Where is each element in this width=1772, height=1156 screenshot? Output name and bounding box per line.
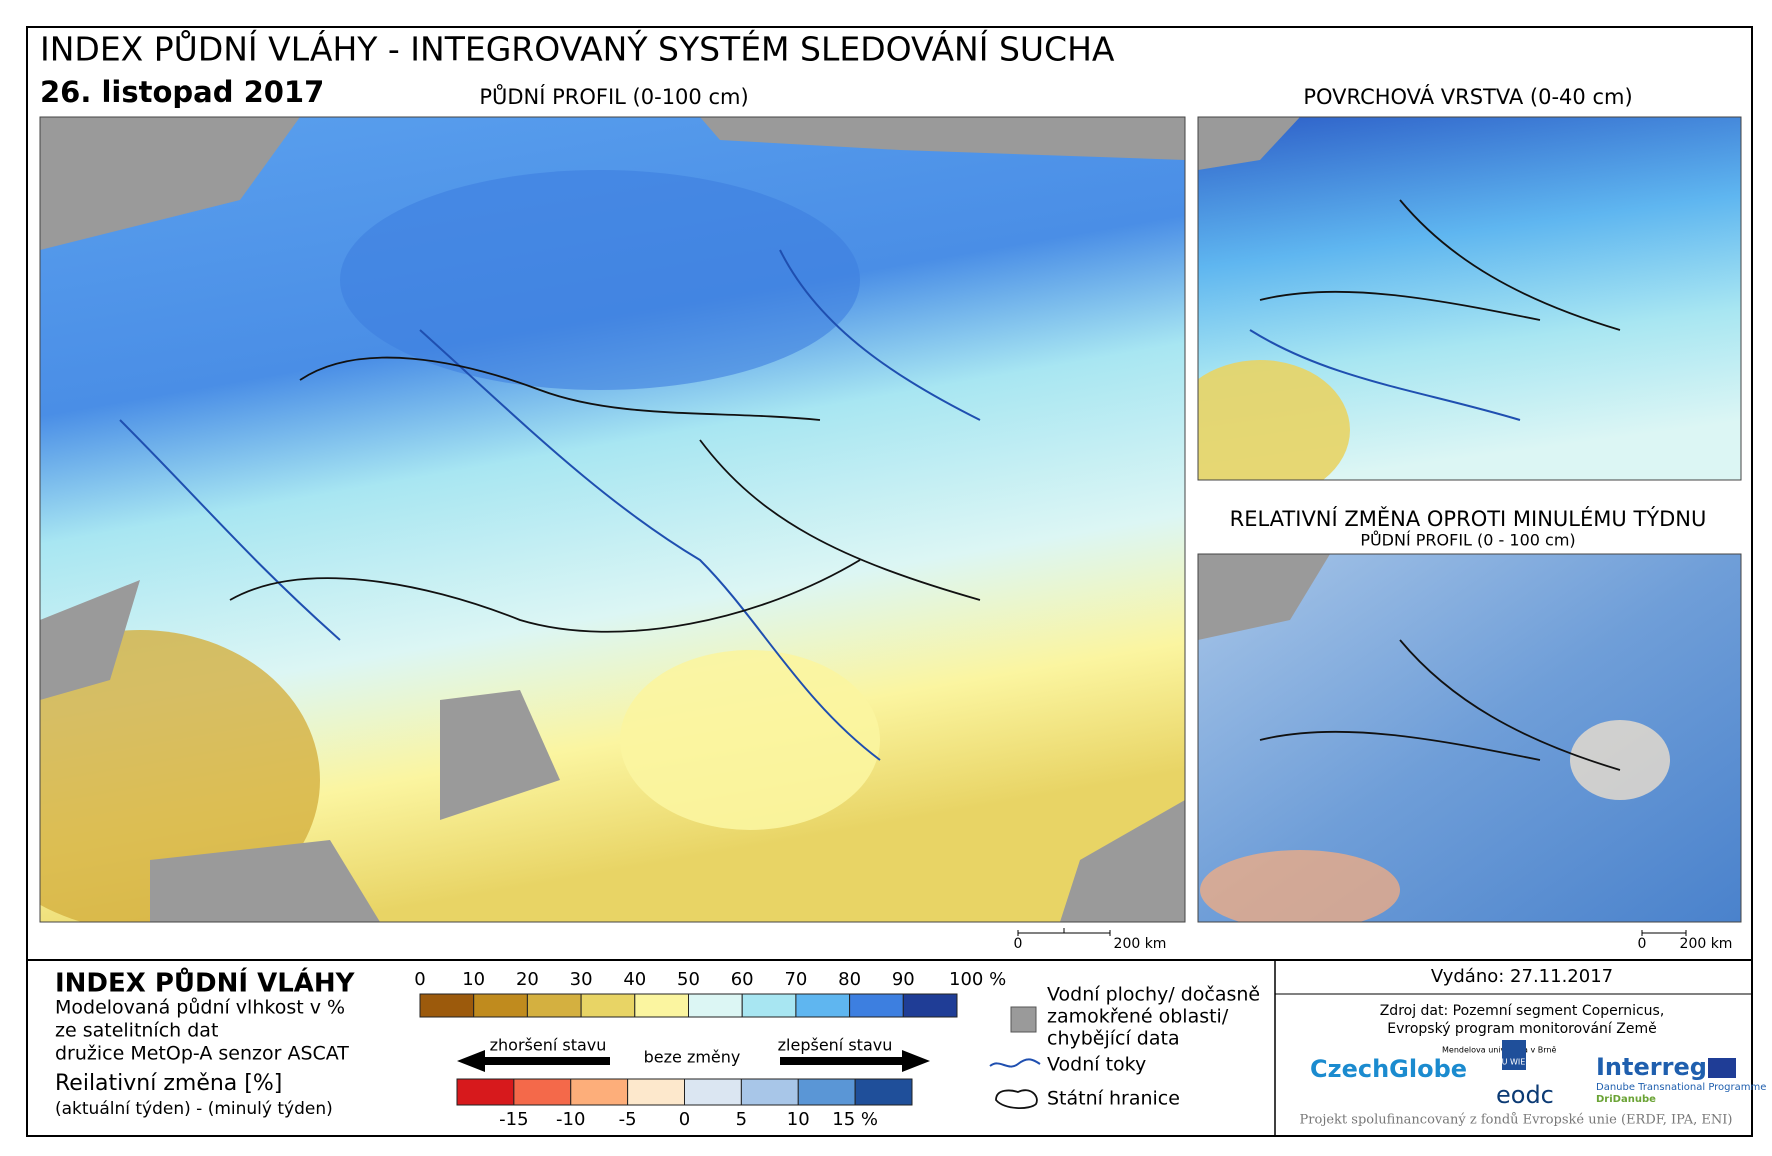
color-swatch <box>740 1078 799 1106</box>
scale-label: 70 <box>784 969 807 990</box>
legend-title: INDEX PŮDNÍ VLÁHY <box>55 966 356 999</box>
arrow-right <box>780 1050 930 1072</box>
color-swatch <box>902 993 958 1018</box>
logo-box <box>1502 1040 1526 1070</box>
color-swatch <box>854 1078 913 1106</box>
logo: CzechGlobe <box>1310 1055 1467 1083</box>
change-colorbar: -15 -10 -5 0 5 10 15 % <box>456 1078 913 1130</box>
scale-bar <box>1017 928 1111 936</box>
color-swatch <box>627 1078 685 1106</box>
arrow-left <box>457 1050 610 1072</box>
scale-label: 0 <box>1014 936 1023 952</box>
arrow-label: beze změny <box>644 1048 741 1067</box>
scale-label: -5 <box>619 1109 637 1130</box>
legend-text: zamokřené oblasti/ <box>1047 1006 1229 1028</box>
eu-flag <box>1708 1058 1736 1078</box>
scale-label: 200 km <box>1680 936 1733 952</box>
color-swatch <box>684 1078 742 1106</box>
scale-label: 100 % <box>949 969 1006 990</box>
outer-frame <box>26 26 1753 1137</box>
legend-text: ze satelitních dat <box>55 1020 218 1042</box>
logo: TU WIEN <box>1496 1058 1532 1067</box>
color-swatch <box>456 1078 515 1106</box>
color-swatch <box>688 993 743 1018</box>
color-swatch <box>580 993 636 1018</box>
logo: Danube Transnational Programme <box>1596 1082 1766 1093</box>
scale-label: 50 <box>677 969 700 990</box>
color-swatch <box>797 1078 856 1106</box>
scale-label: 40 <box>623 969 646 990</box>
scale-label: 20 <box>516 969 539 990</box>
map-title: POVRCHOVÁ VRSTVA (0-40 cm) <box>1303 84 1632 109</box>
color-swatch <box>419 993 475 1018</box>
color-swatch <box>795 993 851 1018</box>
logo: DriDanube <box>1596 1094 1656 1105</box>
scale-label: 10 <box>787 1109 810 1130</box>
logo: Mendelova univerzita v Brně <box>1442 1046 1556 1055</box>
scale-label: 0 <box>679 1109 690 1130</box>
color-swatch <box>849 993 904 1018</box>
color-swatch <box>526 993 582 1018</box>
color-swatch <box>473 993 528 1018</box>
legend-text: Reilativní změna [%] <box>55 1071 282 1096</box>
footer: Projekt spolufinancovaný z fondů Evropsk… <box>1300 1112 1733 1128</box>
surface-map <box>1198 117 1741 480</box>
river-symbol <box>989 1058 1041 1068</box>
color-swatch <box>570 1078 629 1106</box>
legend-text: Vodní toky <box>1047 1054 1146 1076</box>
map-subtitle: PŮDNÍ PROFIL (0 - 100 cm) <box>1360 531 1575 550</box>
color-swatch <box>513 1078 572 1106</box>
scale-label: 5 <box>736 1109 747 1130</box>
arrow-label: zlepšení stavu <box>778 1036 893 1055</box>
legend-text: družice MetOp-A senzor ASCAT <box>55 1043 349 1065</box>
legend-text: chybějící data <box>1047 1028 1180 1050</box>
scale-label: 60 <box>731 969 754 990</box>
scale-label: 80 <box>838 969 861 990</box>
scale-label: -15 <box>499 1109 528 1130</box>
scale-bar <box>1641 930 1687 936</box>
map-frame <box>1197 116 1742 481</box>
date: 26. listopad 2017 <box>40 75 324 109</box>
scale-label: -10 <box>556 1109 585 1130</box>
logo: Interreg <box>1596 1053 1707 1081</box>
scale-label: 30 <box>570 969 593 990</box>
scale-label: 200 km <box>1114 936 1167 952</box>
border-symbol <box>995 1089 1038 1109</box>
map-title: RELATIVNÍ ZMĚNA OPROTI MINULÉMU TÝDNU <box>1230 506 1707 531</box>
scale-label: 15 % <box>832 1109 878 1130</box>
map-frame <box>39 116 1186 923</box>
scale-label: 10 <box>462 969 485 990</box>
index-colorbar: 0 10 20 30 40 50 60 70 80 90 100 % <box>414 969 1006 1018</box>
legend-text: Státní hranice <box>1047 1088 1180 1110</box>
color-swatch <box>634 993 689 1018</box>
source: Evropský program monitorování Země <box>1387 1021 1656 1037</box>
logo: eodc <box>1496 1081 1554 1109</box>
main-map <box>40 117 1185 922</box>
scale-label: 0 <box>414 969 425 990</box>
scale-label: 0 <box>1638 936 1647 952</box>
legend-text: Modelovaná půdní vlhkost v % <box>55 997 345 1019</box>
legend-text: Vodní plochy/ dočasně <box>1047 984 1260 1006</box>
map-title: PŮDNÍ PROFIL (0-100 cm) <box>479 83 748 109</box>
source: Zdroj dat: Pozemní segment Copernicus, <box>1380 1003 1665 1019</box>
legend-text: (aktuální týden) - (minulý týden) <box>55 1099 333 1119</box>
color-swatch <box>741 993 797 1018</box>
page-title: INDEX PŮDNÍ VLÁHY - INTEGROVANÝ SYSTÉM S… <box>40 29 1115 69</box>
arrow-label: zhoršení stavu <box>490 1036 607 1055</box>
change-map <box>1198 554 1741 922</box>
water-symbol <box>1010 1006 1037 1033</box>
issued: Vydáno: 27.11.2017 <box>1431 966 1613 987</box>
scale-label: 90 <box>892 969 915 990</box>
map-frame <box>1197 553 1742 923</box>
